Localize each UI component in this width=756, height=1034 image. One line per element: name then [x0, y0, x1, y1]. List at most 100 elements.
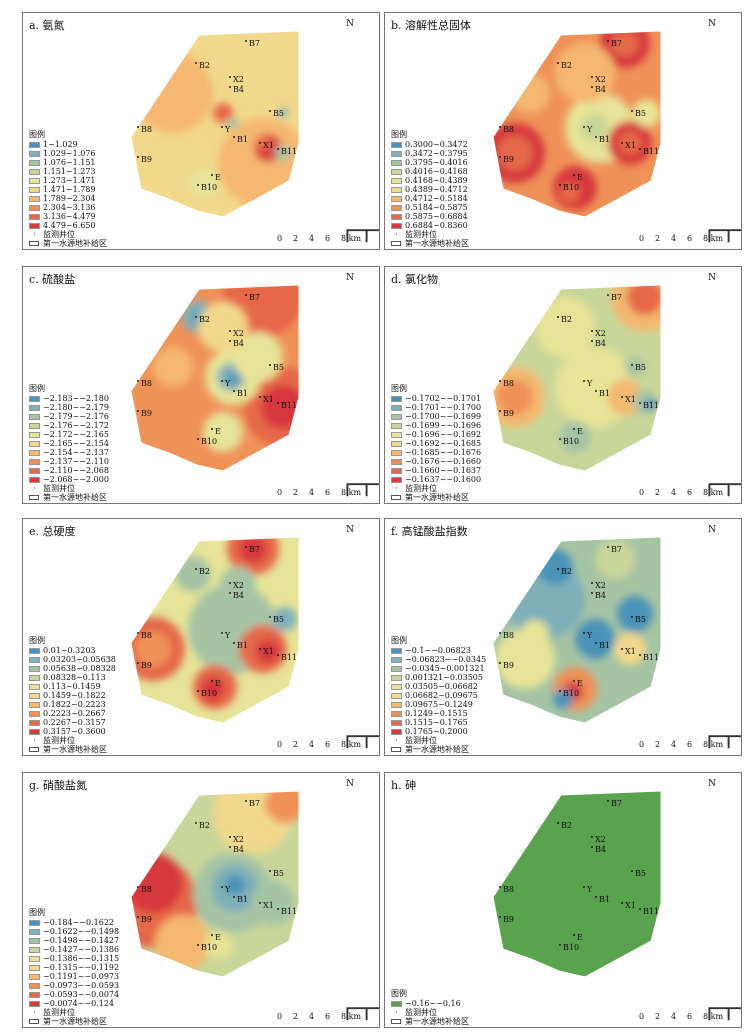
- legend-label: 0.3795~0.4016: [405, 158, 468, 167]
- well-dot: [137, 886, 139, 888]
- legend: 图例 −2.183~−2.180 −2.180~−2.179 −2.179~−2.17…: [29, 384, 109, 502]
- scale-tick-label: 2: [655, 740, 661, 749]
- well-dot: [559, 944, 561, 946]
- site-label-b7: B7: [611, 799, 622, 808]
- legend-label: 4.479~6.650: [43, 221, 96, 230]
- site-label-y: Y: [587, 885, 593, 894]
- legend-label: 3.136~4.479: [43, 212, 96, 221]
- well-dot: [499, 410, 501, 412]
- legend-item: 0.4712~0.5184: [391, 194, 469, 203]
- legend-label: 0.3472~0.3795: [405, 149, 468, 158]
- legend-item: 0.1822~0.2223: [29, 700, 116, 709]
- site-label-b10: B10: [201, 943, 218, 952]
- well-dot: [591, 592, 593, 594]
- contour-zone: [521, 620, 549, 648]
- legend-item-well: · 监测井位: [29, 736, 116, 745]
- legend-label: −2.137~−2.110: [43, 457, 109, 466]
- legend-label: 1.076~1.151: [43, 158, 96, 167]
- area-outline: [130, 790, 300, 978]
- site-label-e: E: [215, 679, 221, 688]
- legend-label: 监测井位: [405, 484, 437, 493]
- legend-heading: 图例: [29, 908, 45, 917]
- well-dot: [573, 680, 575, 682]
- well-dot: [595, 136, 597, 138]
- map-surface: [492, 30, 662, 218]
- legend-item: −0.1~−0.06823: [391, 646, 486, 655]
- legend-item: −2.172~−2.165: [29, 430, 109, 439]
- legend-swatch: [29, 222, 40, 229]
- contour-zone: [233, 332, 283, 382]
- well-dot-icon: ·: [33, 484, 36, 493]
- well-dot: [557, 568, 559, 570]
- scale-tick-label: 4: [309, 1012, 315, 1021]
- site-label-y: Y: [587, 631, 593, 640]
- legend-label: 0.05638~0.08328: [43, 664, 116, 673]
- scale-tick-label: 2: [293, 1012, 299, 1021]
- legend-label: −2.179~−2.176: [43, 412, 109, 421]
- north-arrow-icon: N: [335, 779, 365, 819]
- legend-item: −0.1637~−0.1600: [391, 475, 481, 484]
- well-dot: [137, 126, 139, 128]
- legend-item: −0.16~−0.16: [391, 999, 469, 1008]
- legend-swatch: [391, 656, 402, 663]
- legend-swatch: [29, 973, 40, 980]
- legend-label: 0.113~0.1459: [43, 682, 101, 691]
- legend: 图例 −0.1~−0.06823 −0.06823~−0.0345 −0.0345~0…: [391, 636, 486, 754]
- legend-swatch: [29, 656, 40, 663]
- site-label-b7: B7: [611, 39, 622, 48]
- legend-swatch: [391, 213, 402, 220]
- well-dot: [221, 886, 223, 888]
- legend-swatch: [391, 449, 402, 456]
- well-dot: [197, 184, 199, 186]
- panel-title: d. 氯化物: [391, 273, 439, 286]
- well-dot: [211, 174, 213, 176]
- area-rect-icon: [29, 1019, 39, 1024]
- site-label-y: Y: [225, 631, 231, 640]
- well-dot: [137, 156, 139, 158]
- legend-item: −0.1427~−0.1386: [29, 945, 119, 954]
- site-label-x1: X1: [625, 395, 636, 404]
- legend-item: −0.1692~−0.1685: [391, 439, 481, 448]
- scale-bar: 0 2 4 6 8 km: [275, 223, 379, 247]
- legend-item-area: 第一水源地补给区: [391, 1017, 469, 1026]
- legend-item-area: 第一水源地补给区: [29, 745, 116, 754]
- map-panel-b: b. 溶解性总固体 B7 B2 X2 B4 B5 Y B1 X1 B11 B8 B9 E B10 N 图例 0.…: [384, 12, 742, 250]
- legend-heading: 图例: [29, 636, 45, 645]
- contour-zone: [153, 347, 193, 387]
- legend-item: −2.165~−2.154: [29, 439, 109, 448]
- north-arrow-icon: N: [697, 525, 727, 565]
- well-dot: [607, 294, 609, 296]
- legend-item-area: 第一水源地补给区: [29, 493, 109, 502]
- well-dot: [277, 908, 279, 910]
- legend-label: 0.01~0.3203: [43, 646, 96, 655]
- scale-tick-label: 0: [277, 740, 283, 749]
- legend-item: 0.1765~0.2000: [391, 727, 486, 736]
- well-dot: [639, 148, 641, 150]
- north-label: N: [708, 525, 716, 535]
- legend-swatch: [29, 404, 40, 411]
- site-label-x1: X1: [625, 141, 636, 150]
- north-arrow-icon: N: [335, 525, 365, 565]
- legend-swatch: [391, 150, 402, 157]
- area-outline: [492, 284, 662, 472]
- legend-label: 0.1822~0.2223: [43, 700, 106, 709]
- site-label-b5: B5: [635, 869, 646, 878]
- legend-swatch: [391, 476, 402, 483]
- scale-tick-label: 4: [671, 740, 677, 749]
- north-arrow-icon: N: [697, 273, 727, 313]
- well-dot: [607, 40, 609, 42]
- legend-label: 第一水源地补给区: [43, 493, 107, 502]
- legend-heading: 图例: [391, 989, 407, 998]
- well-dot: [621, 396, 623, 398]
- legend-label: −0.1498~−0.1427: [43, 936, 120, 945]
- legend-swatch: [29, 955, 40, 962]
- site-label-b1: B1: [237, 389, 248, 398]
- legend-heading: 图例: [391, 636, 407, 645]
- scale-tick-label: 8 km: [341, 488, 362, 497]
- legend-swatch: [29, 692, 40, 699]
- well-dot: [591, 76, 593, 78]
- contour-zone: [278, 108, 288, 118]
- map-panel-a: a. 氨氮 B7 B2 X2 B4 B5 Y B1 X1 B11 B8 B9 E B10 N 图例 1~1.02…: [22, 12, 380, 250]
- panel-title: b. 溶解性总固体: [391, 19, 472, 32]
- site-label-e: E: [215, 933, 221, 942]
